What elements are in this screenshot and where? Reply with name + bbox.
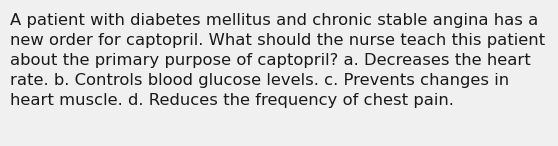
Text: A patient with diabetes mellitus and chronic stable angina has a
new order for c: A patient with diabetes mellitus and chr…	[10, 13, 545, 108]
